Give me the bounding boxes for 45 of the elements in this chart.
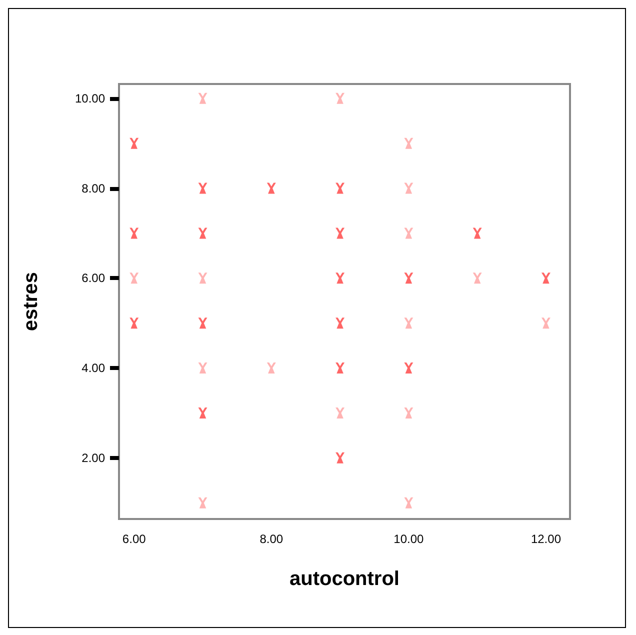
point <box>336 182 345 194</box>
point <box>198 318 208 329</box>
x-tick-label: 8.00 <box>260 532 284 546</box>
point <box>404 272 414 284</box>
point <box>198 182 208 194</box>
point <box>266 362 276 374</box>
point <box>130 138 139 149</box>
y-axis-title: estres <box>20 272 42 331</box>
x-axis-title: autocontrol <box>290 568 400 590</box>
point <box>130 318 139 329</box>
point <box>336 407 345 418</box>
point <box>336 452 345 464</box>
point <box>198 228 208 239</box>
point <box>336 228 345 239</box>
y-tick-label: 6.00 <box>82 271 106 286</box>
point <box>130 228 139 239</box>
point <box>541 272 550 284</box>
y-tick-label: 8.00 <box>82 181 106 196</box>
point <box>336 272 345 284</box>
point <box>404 138 414 149</box>
x-tick-label: 12.00 <box>530 532 562 546</box>
point <box>472 228 482 239</box>
point <box>336 362 345 374</box>
point <box>404 228 414 239</box>
point <box>404 318 414 329</box>
x-tick-label: 10.00 <box>394 532 424 546</box>
y-tick-label: 10.00 <box>74 91 106 106</box>
x-tick-label: 6.00 <box>122 532 146 546</box>
point <box>336 92 345 104</box>
point <box>404 362 414 374</box>
point <box>336 318 345 329</box>
y-tick-label: 4.00 <box>82 361 106 376</box>
point <box>404 407 414 418</box>
point <box>198 272 208 284</box>
y-tick-label: 2.00 <box>82 450 106 465</box>
point <box>266 182 276 194</box>
point <box>404 497 414 508</box>
point <box>541 318 550 329</box>
point <box>404 182 414 194</box>
point <box>198 92 208 104</box>
point <box>130 272 139 284</box>
point <box>198 497 208 508</box>
point <box>198 407 208 418</box>
point <box>198 362 208 374</box>
point <box>472 272 482 284</box>
